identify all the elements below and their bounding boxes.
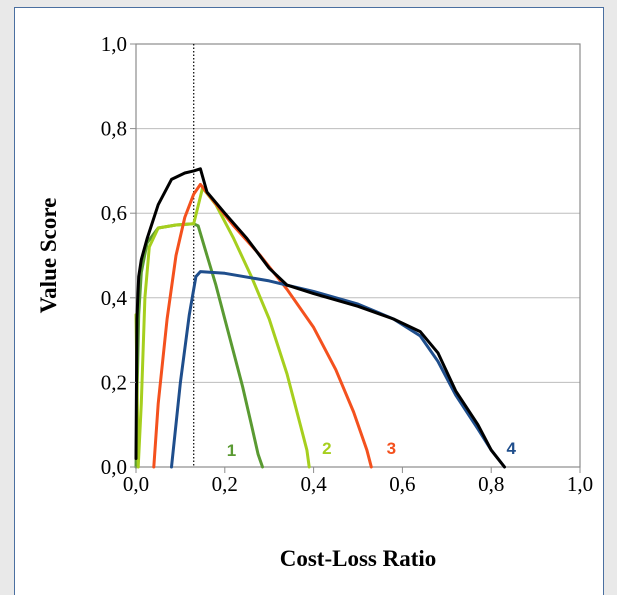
x-axis-title: Cost-Loss Ratio bbox=[280, 546, 437, 571]
y-tick-labels: 0,0 0,2 0,4 0,6 0,8 1,0 bbox=[101, 32, 136, 479]
grid-layer bbox=[136, 128, 580, 383]
x-tick-label: 0,4 bbox=[300, 472, 327, 496]
curve-label-2: 2 bbox=[322, 439, 331, 458]
x-tick-label: 0,0 bbox=[123, 472, 149, 496]
curve-label-4: 4 bbox=[506, 439, 516, 458]
y-axis-title: Value Score bbox=[36, 198, 61, 314]
y-tick-label: 0,6 bbox=[101, 201, 127, 225]
x-tick-label: 1,0 bbox=[567, 472, 593, 496]
x-tick-labels: 0,0 0,2 0,4 0,6 0,8 1,0 bbox=[123, 467, 593, 496]
x-tick-label: 0,8 bbox=[478, 472, 504, 496]
series-line-1 bbox=[134, 222, 264, 469]
y-tick-label: 0,2 bbox=[101, 370, 127, 394]
x-tick-label: 0,2 bbox=[212, 472, 238, 496]
series-line-2 bbox=[134, 186, 311, 469]
series-line-4 bbox=[170, 270, 506, 469]
series-line-envelope bbox=[134, 167, 506, 469]
chart-frame bbox=[14, 7, 604, 595]
y-tick-label: 0,0 bbox=[101, 455, 127, 479]
curve-label-3: 3 bbox=[387, 439, 396, 458]
y-tick-label: 0,8 bbox=[101, 117, 127, 141]
plot-area-border bbox=[135, 43, 581, 468]
y-tick-label: 1,0 bbox=[101, 32, 127, 56]
series-layer bbox=[134, 167, 506, 469]
curve-labels: 1 2 3 4 bbox=[227, 439, 517, 460]
y-tick-label: 0,4 bbox=[101, 286, 128, 310]
x-tick-label: 0,6 bbox=[389, 472, 415, 496]
curve-label-1: 1 bbox=[227, 441, 236, 460]
